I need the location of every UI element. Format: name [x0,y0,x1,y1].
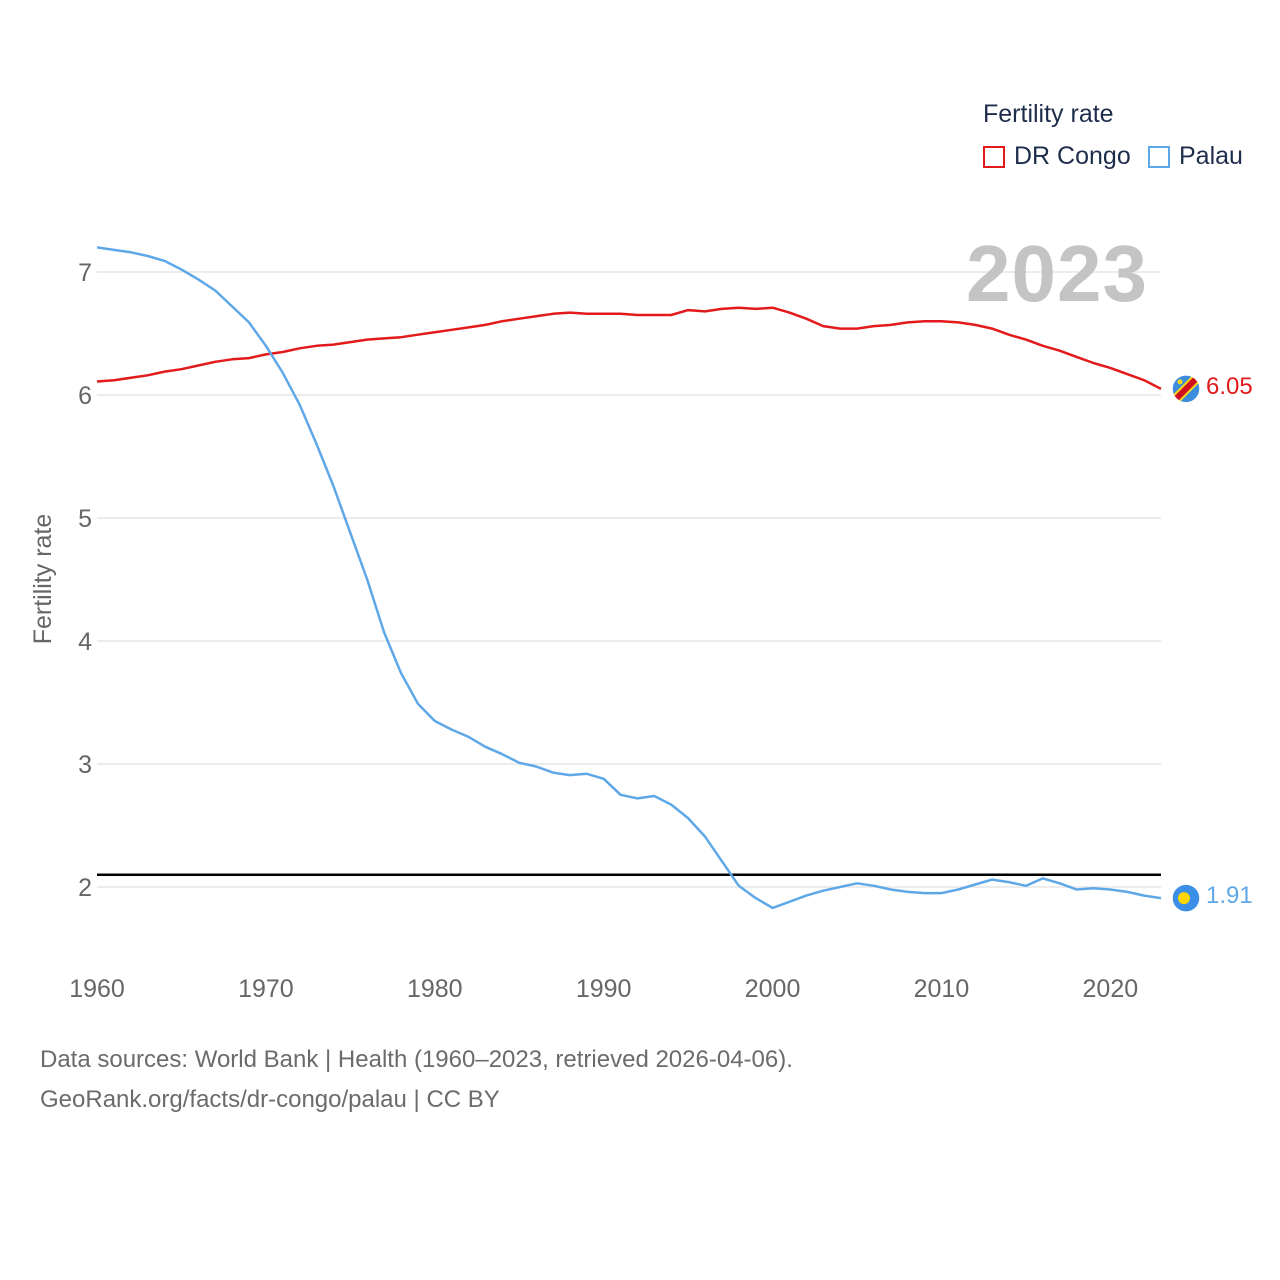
y-axis-title: Fertility rate [29,514,57,645]
legend-swatch-palau [1148,145,1170,168]
series-line-palau[interactable] [96,246,1162,910]
legend-swatch-dr-congo [983,145,1005,168]
series-line-dr-congo[interactable] [96,306,1162,391]
footer-attribution: GeoRank.org/facts/dr-congo/palau | CC BY [40,1086,500,1113]
y-tick-label: 3 [78,751,92,779]
x-tick-label: 2010 [914,975,970,1003]
legend-item-dr-congo[interactable]: DR Congo [983,142,1131,171]
end-value-palau: 1.91 [1206,882,1253,909]
legend-item-palau[interactable]: Palau [1148,142,1243,171]
x-tick-label: 1990 [576,975,632,1003]
axes: 2 3 4 5 6 7 1960 1970 1980 1990 2000 2010 2020 Fertil… [29,259,1138,1003]
y-tick-label: 4 [78,628,92,656]
y-tick-label: 5 [78,505,92,533]
x-tick-label: 1960 [69,975,125,1003]
year-label: 2023 [966,229,1148,318]
legend-label-palau: Palau [1179,142,1243,170]
grid [97,271,1161,888]
y-tick-label: 6 [78,382,92,410]
y-tick-label: 7 [78,259,92,287]
dr-congo-flag-icon [1171,374,1201,404]
end-value-dr-congo: 6.05 [1206,373,1253,400]
series [96,246,1162,910]
x-tick-label: 1980 [407,975,463,1003]
x-tick-label: 1970 [238,975,294,1003]
palau-flag-icon [1171,883,1201,913]
end-markers [1171,374,1201,913]
x-tick-label: 2000 [745,975,801,1003]
footer-sources: Data sources: World Bank | Health (1960–… [40,1046,793,1073]
legend-title: Fertility rate [983,100,1114,128]
legend-label-dr-congo: DR Congo [1014,142,1131,170]
x-tick-label: 2020 [1083,975,1139,1003]
y-tick-label: 2 [78,874,92,902]
